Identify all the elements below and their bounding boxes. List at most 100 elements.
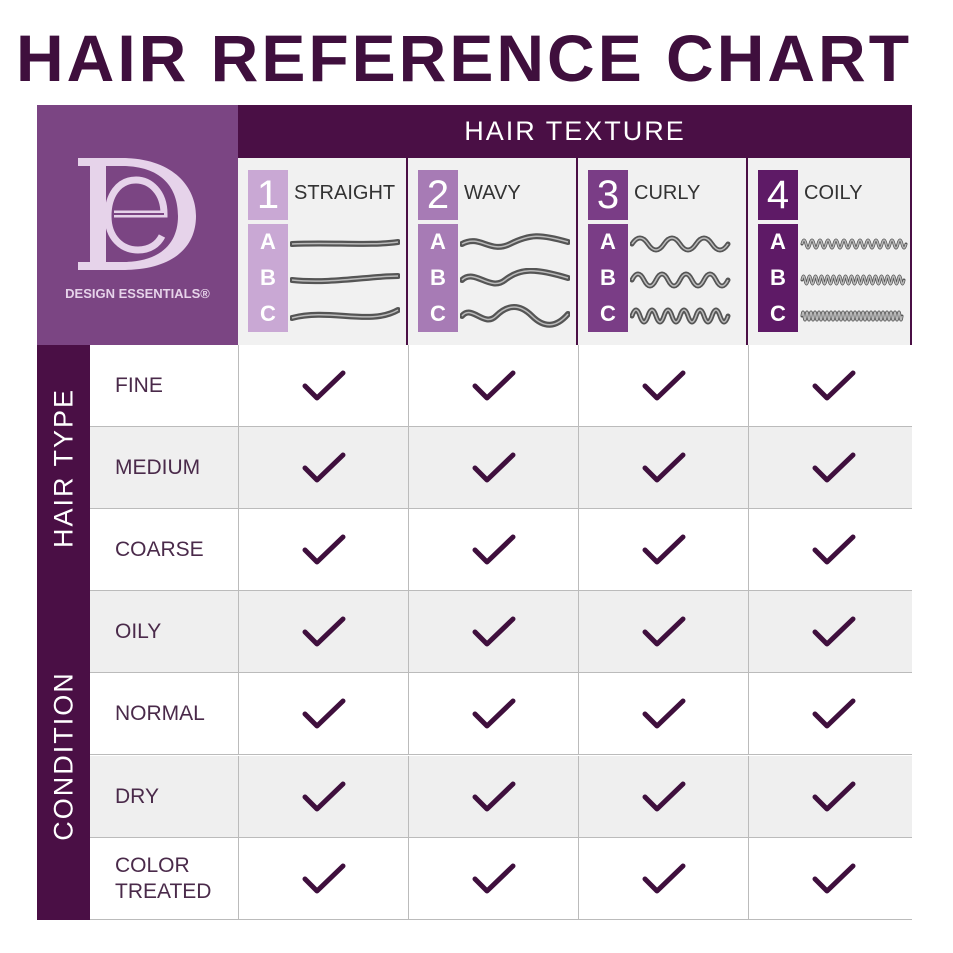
page-title: HAIR REFERENCE CHART — [16, 21, 913, 95]
table-row: DRY — [90, 755, 912, 838]
row-label: FINE — [115, 374, 163, 397]
texture-number: 2 — [418, 170, 458, 220]
hair-strand-2a-icon — [460, 233, 570, 250]
check-cell — [408, 427, 578, 510]
texture-number: 1 — [248, 170, 288, 220]
subtype-label: C — [260, 301, 276, 326]
table-row: COLOR TREATED — [90, 837, 912, 920]
hair-strand-3c-icon — [630, 307, 731, 325]
check-cell — [238, 345, 408, 427]
group-label: CONDITION — [48, 670, 78, 841]
group-label: HAIR TYPE — [48, 387, 78, 549]
texture-name: CURLY — [634, 182, 701, 204]
subtype-label: B — [430, 265, 446, 290]
checkmark-icon — [302, 370, 345, 401]
subtype-label: C — [770, 301, 786, 326]
checkmark-icon — [812, 370, 855, 401]
texture-number: 3 — [588, 170, 628, 220]
brand-logo: DESIGN ESSENTIALS® — [37, 105, 238, 345]
checkmark-icon — [812, 534, 855, 565]
check-cell — [238, 591, 408, 674]
check-cell — [748, 755, 918, 838]
check-cell — [578, 591, 748, 674]
group-condition: CONDITION — [37, 591, 90, 920]
subtype-label: B — [600, 265, 616, 290]
check-cell — [578, 509, 748, 592]
checkmark-icon — [812, 698, 855, 729]
hair-strand-2b-icon — [460, 268, 570, 287]
check-cell — [238, 509, 408, 592]
check-cell — [408, 837, 578, 920]
check-cell — [578, 837, 748, 920]
checkmark-icon — [642, 616, 685, 647]
checkmark-icon — [302, 781, 345, 811]
check-cell — [578, 755, 748, 838]
hair-strand-4b-icon — [800, 274, 906, 286]
check-cell — [578, 427, 748, 510]
check-cell — [748, 591, 918, 674]
row-label: MEDIUM — [115, 456, 201, 480]
subtype-label: A — [600, 229, 616, 254]
hair-strand-3b-icon — [630, 271, 731, 289]
table-row: FINE — [90, 345, 912, 427]
checkmark-icon — [642, 370, 685, 401]
de-monogram-icon — [78, 158, 196, 270]
checkmark-icon — [812, 863, 855, 894]
table-row: OILY — [90, 591, 912, 674]
subtype-label: A — [770, 229, 786, 254]
hair-strand-1b-icon — [290, 273, 400, 285]
subtype-label: B — [770, 265, 786, 290]
subtype-label: C — [600, 301, 616, 326]
checkmark-icon — [472, 616, 515, 647]
checkmark-icon — [302, 698, 345, 729]
check-cell — [748, 837, 918, 920]
row-label: NORMAL — [115, 702, 205, 726]
check-cell — [238, 427, 408, 510]
checkmark-icon — [472, 698, 515, 729]
check-cell — [748, 509, 918, 592]
hair-strand-3a-icon — [630, 235, 731, 253]
check-cell — [408, 591, 578, 674]
subtype-label: A — [430, 229, 446, 254]
table-row: COARSE — [90, 509, 912, 592]
check-cell — [748, 427, 918, 510]
table-row: MEDIUM — [90, 427, 912, 510]
group-hair-type: HAIR TYPE — [37, 345, 90, 591]
check-cell — [238, 755, 408, 838]
check-cell — [748, 673, 918, 756]
hair-strand-4c-icon — [800, 310, 904, 322]
texture-name: WAVY — [464, 182, 521, 204]
table-row: NORMAL — [90, 673, 912, 756]
checkmark-icon — [472, 452, 515, 483]
row-label: OILY — [115, 620, 162, 644]
check-cell — [578, 673, 748, 756]
check-cell — [238, 673, 408, 756]
row-label: COLOR TREATED — [115, 853, 212, 903]
checkmark-icon — [812, 452, 855, 483]
checkmark-icon — [642, 534, 685, 565]
check-cell — [238, 837, 408, 920]
texture-name: COILY — [804, 182, 863, 204]
checkmark-icon — [472, 863, 515, 894]
check-cell — [408, 755, 578, 838]
texture-number: 4 — [758, 170, 798, 220]
hair-strand-4a-icon — [800, 238, 908, 250]
subtype-label: B — [260, 265, 276, 290]
checkmark-icon — [642, 698, 685, 729]
texture-header: HAIR TEXTURE — [238, 105, 912, 158]
checkmark-icon — [812, 616, 855, 647]
check-cell — [408, 673, 578, 756]
hair-strand-2c-icon — [460, 304, 570, 328]
check-cell — [578, 345, 748, 427]
check-cell — [748, 345, 918, 427]
checkmark-icon — [472, 370, 515, 401]
brand-name: DESIGN ESSENTIALS® — [65, 286, 210, 301]
